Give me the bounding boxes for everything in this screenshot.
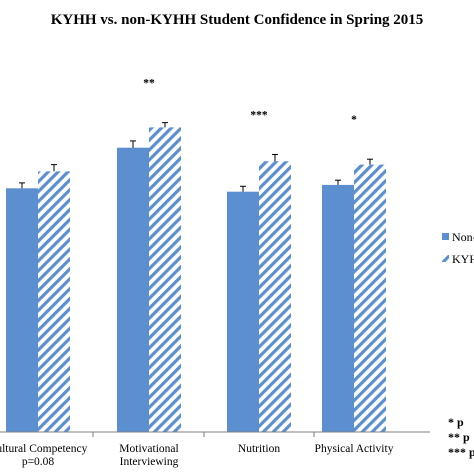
significance-marker-1: ** [143, 78, 155, 90]
error-bar-kyhh-2 [272, 153, 278, 162]
bar-non-kyhh-2 [227, 191, 259, 432]
category-label-1-0: Motivational [119, 443, 178, 455]
category-label-0-1: p=0.08 [22, 456, 55, 468]
bar-non-kyhh-1 [117, 147, 149, 432]
category-label-0-0: Cultural Competency [0, 443, 88, 455]
error-bar-kyhh-3 [367, 158, 373, 165]
significance-marker-3: * [351, 114, 357, 126]
error-bar-kyhh-0 [51, 164, 57, 172]
error-bar-non-kyhh-2 [240, 185, 246, 192]
significance-note-0: * p [448, 415, 464, 429]
error-bar-non-kyhh-1 [130, 140, 136, 148]
legend: Non- KYH [442, 230, 474, 266]
bar-kyhh-0 [38, 171, 70, 432]
category-label-1-1: Interviewing [120, 456, 179, 468]
bar-kyhh-1 [149, 127, 181, 432]
error-bar-non-kyhh-3 [335, 179, 341, 185]
category-label-2-0: Nutrition [238, 443, 280, 455]
significance-note-1: ** p [448, 430, 470, 444]
bar-non-kyhh-0 [6, 188, 38, 432]
significance-note-2: *** p [448, 445, 474, 459]
bar-kyhh-2 [259, 161, 291, 432]
significance-marker-2: *** [250, 109, 268, 121]
legend-swatch-1 [442, 255, 449, 262]
error-bar-non-kyhh-0 [19, 182, 25, 189]
error-bar-kyhh-1 [162, 122, 168, 128]
category-label-3-0: Physical Activity [315, 443, 394, 455]
chart-title: KYHH vs. non-KYHH Student Confidence in … [51, 12, 424, 28]
bar-kyhh-3 [354, 164, 386, 432]
legend-swatch-0 [442, 233, 449, 240]
bar-non-kyhh-3 [322, 184, 354, 432]
legend-label-0: Non- [452, 230, 474, 244]
legend-label-1: KYH [452, 252, 474, 266]
significance-notes: * p** p*** p [448, 415, 474, 459]
